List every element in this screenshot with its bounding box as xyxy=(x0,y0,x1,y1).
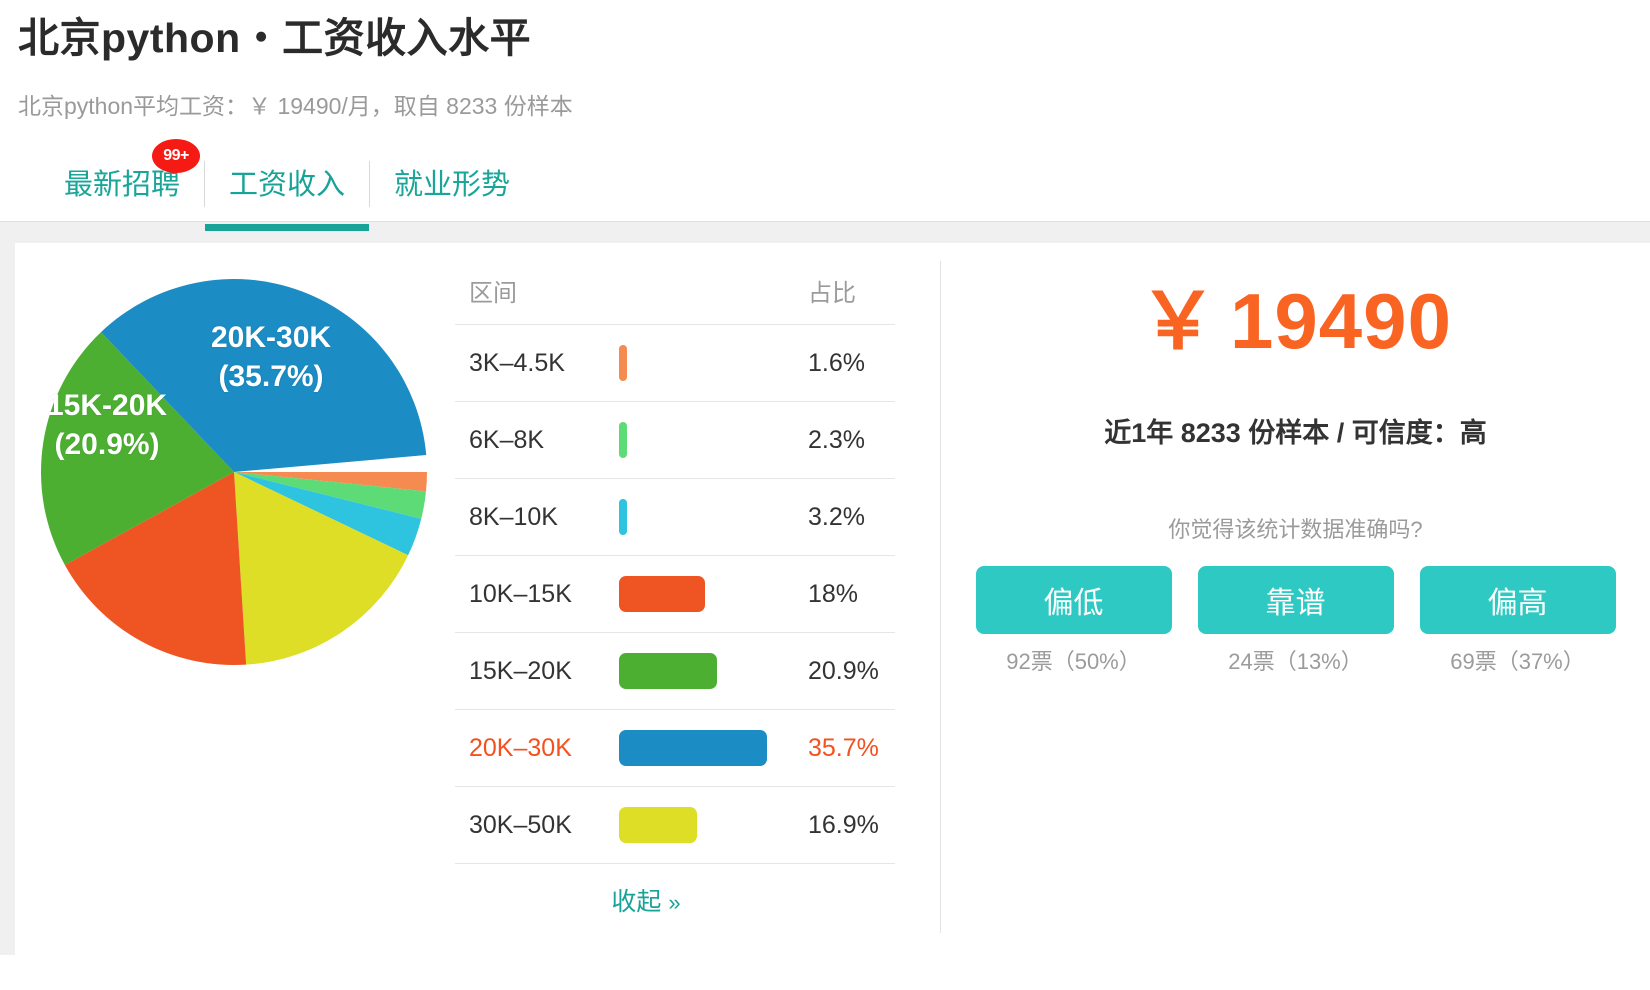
pie-slice-15k-20k[interactable] xyxy=(40,332,234,566)
tab-latest-jobs-label: 最新招聘 xyxy=(64,169,181,202)
column-header-percent: 占比 xyxy=(800,261,895,326)
page-header: 北京python・工资收入水平 北京python平均工资：￥ 19490/月，取… xyxy=(0,0,1650,121)
content-top-gap xyxy=(0,221,1650,244)
table-row[interactable]: 15K–20K 20.9% xyxy=(455,632,895,711)
table-footer-row: 收起 » xyxy=(455,864,895,919)
cell-percent: 20.9% xyxy=(800,632,895,711)
cell-percent: 16.9% xyxy=(800,786,895,865)
page-subtitle: 北京python平均工资：￥ 19490/月，取自 8233 份样本 xyxy=(18,93,573,120)
pie-slice-10k-15k[interactable] xyxy=(64,472,247,666)
currency-symbol: ￥ xyxy=(1139,277,1219,366)
vote-accurate-button[interactable]: 靠谱 xyxy=(1197,565,1394,634)
chevron-right-icon: » xyxy=(668,890,681,916)
tab-salary-income[interactable]: 工资收入 xyxy=(205,153,370,232)
pie-slice-30k-50k[interactable] xyxy=(234,472,409,665)
tab-salary-income-label: 工资收入 xyxy=(229,169,346,202)
tab-divider xyxy=(204,161,206,208)
content-area: 20K-30K (35.7%) 15K-20K (20.9%) 区间 占比 3K… xyxy=(0,243,1650,956)
vertical-divider xyxy=(940,261,941,934)
distribution-table-body: 3K–4.5K 1.6% 6K–8K 2.3% 8K–10K 3.2% 10K–15K 18%… xyxy=(455,324,895,865)
table-row[interactable]: 6K–8K 2.3% xyxy=(455,401,895,480)
vote-count-low: 92票（50%） xyxy=(1006,648,1141,674)
pie-slice-20k-30k[interactable] xyxy=(101,279,427,473)
cell-range: 30K–50K xyxy=(455,786,605,865)
vote-count-accurate: 24票（13%） xyxy=(1228,648,1363,674)
table-row[interactable]: 30K–50K 16.9% xyxy=(455,786,895,865)
pie-chart-svg xyxy=(40,279,428,666)
pie-slice-8k-10k[interactable] xyxy=(234,472,422,556)
column-header-range: 区间 xyxy=(455,261,605,326)
distribution-bar xyxy=(619,653,717,690)
collapse-link[interactable]: 收起 » xyxy=(611,888,738,916)
cell-bar xyxy=(605,632,800,711)
cell-percent: 3.2% xyxy=(800,478,895,557)
table-row[interactable]: 8K–10K 3.2% xyxy=(455,478,895,557)
cell-bar xyxy=(605,555,800,634)
cell-range: 20K–30K xyxy=(455,709,605,788)
vote-too-high-button[interactable]: 偏高 xyxy=(1419,565,1616,634)
collapse-link-label: 收起 xyxy=(611,888,662,917)
cell-percent: 35.7% xyxy=(800,709,895,788)
cell-range: 8K–10K xyxy=(455,478,605,557)
tab-employment-trend[interactable]: 就业形势 xyxy=(370,153,534,217)
poll-question: 你觉得该统计数据准确吗? xyxy=(1168,516,1423,542)
distribution-bar xyxy=(619,576,705,613)
distribution-bar xyxy=(619,345,627,382)
tab-divider xyxy=(369,161,371,208)
poll-buttons: 偏低 92票（50%） 靠谱 24票（13%） 偏高 69票（37%） xyxy=(941,565,1650,676)
tab-employment-trend-label: 就业形势 xyxy=(394,169,511,202)
tab-latest-jobs[interactable]: 最新招聘 99+ xyxy=(40,139,204,217)
poll-option-low: 偏低 92票（50%） xyxy=(975,565,1172,676)
column-header-bar xyxy=(605,261,800,326)
table-header-row: 区间 占比 xyxy=(455,261,895,326)
page-title: 北京python・工资收入水平 xyxy=(18,15,532,61)
vote-too-low-button[interactable]: 偏低 xyxy=(975,565,1172,634)
distribution-bar xyxy=(619,499,627,536)
average-salary-amount: ￥ 19490 xyxy=(941,277,1650,366)
distribution-bar xyxy=(619,422,627,459)
pie-chart-panel: 20K-30K (35.7%) 15K-20K (20.9%) xyxy=(15,243,455,955)
poll-option-accurate: 靠谱 24票（13%） xyxy=(1197,565,1394,676)
cell-bar xyxy=(605,478,800,557)
cell-percent: 1.6% xyxy=(800,324,895,403)
table-row[interactable]: 10K–15K 18% xyxy=(455,555,895,634)
distribution-table: 区间 占比 3K–4.5K 1.6% 6K–8K 2.3% 8K–10K 3.2% 10K–… xyxy=(455,261,895,918)
notification-badge-icon: 99+ xyxy=(152,139,201,174)
cell-bar xyxy=(605,786,800,865)
summary-panel: ￥ 19490 近1年 8233 份样本 / 可信度：高 你觉得该统计数据准确吗?… xyxy=(941,243,1650,955)
cell-range: 15K–20K xyxy=(455,632,605,711)
pie-slice-6k-8k[interactable] xyxy=(234,472,427,520)
table-row[interactable]: 20K–30K 35.7% xyxy=(455,709,895,788)
pie-chart: 20K-30K (35.7%) 15K-20K (20.9%) xyxy=(39,277,429,667)
table-row[interactable]: 3K–4.5K 1.6% xyxy=(455,324,895,403)
salary-card: 20K-30K (35.7%) 15K-20K (20.9%) 区间 占比 3K… xyxy=(15,243,1650,956)
cell-bar xyxy=(605,401,800,480)
cell-range: 10K–15K xyxy=(455,555,605,634)
distribution-table-panel: 区间 占比 3K–4.5K 1.6% 6K–8K 2.3% 8K–10K 3.2% 10K–… xyxy=(455,243,940,955)
cell-percent: 2.3% xyxy=(800,401,895,480)
poll-option-high: 偏高 69票（37%） xyxy=(1419,565,1616,676)
vote-count-high: 69票（37%） xyxy=(1450,648,1585,674)
pie-slice-3k-4-5k[interactable] xyxy=(234,472,428,492)
cell-bar xyxy=(605,709,800,788)
sample-info: 近1年 8233 份样本 / 可信度：高 xyxy=(1104,417,1487,448)
salary-value: 19490 xyxy=(1230,277,1452,366)
cell-range: 6K–8K xyxy=(455,401,605,480)
distribution-bar xyxy=(619,730,767,767)
distribution-bar xyxy=(619,807,697,844)
cell-percent: 18% xyxy=(800,555,895,634)
cell-bar xyxy=(605,324,800,403)
cell-range: 3K–4.5K xyxy=(455,324,605,403)
tabs-bar: 最新招聘 99+ 工资收入 就业形势 xyxy=(0,139,1650,232)
